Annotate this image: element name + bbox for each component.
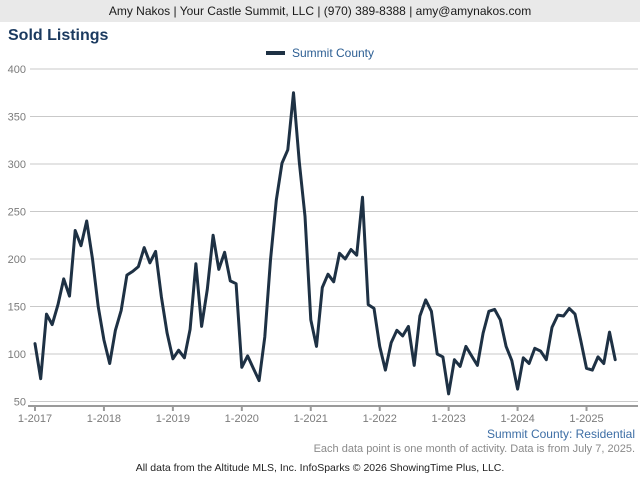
attribution-note: All data from the Altitude MLS, Inc. Inf…: [135, 462, 505, 474]
x-axis-label: 1-2019: [156, 413, 190, 425]
x-axis-label: 1-2024: [500, 413, 534, 425]
x-axis-label: 1-2023: [432, 413, 466, 425]
x-axis-label: 1-2025: [569, 413, 603, 425]
x-axis-label: 1-2017: [18, 413, 52, 425]
x-axis-label: 1-2021: [294, 413, 328, 425]
series-description-note: Summit County: Residential: [486, 427, 635, 441]
y-axis-label: 150: [8, 302, 26, 314]
x-axis-label: 1-2018: [87, 413, 121, 425]
x-axis-label: 1-2020: [225, 413, 259, 425]
summit-county-series-line: [33, 91, 617, 396]
y-axis-label: 200: [8, 254, 26, 266]
legend-line-swatch: [265, 51, 285, 55]
y-axis-label: 250: [8, 207, 26, 219]
y-axis-label: 300: [8, 159, 26, 171]
agent-contact-bar: Amy Nakos | Your Castle Summit, LLC | (9…: [0, 0, 640, 22]
y-axis-label: 50: [14, 397, 26, 409]
y-axis-label: 350: [8, 112, 26, 124]
y-axis-label: 400: [8, 64, 26, 76]
legend-label: Summit County: [291, 46, 375, 60]
agent-contact-text: Amy Nakos | Your Castle Summit, LLC | (9…: [108, 4, 532, 18]
data-freshness-note: Each data point is one month of activity…: [313, 443, 635, 455]
y-axis-label: 100: [8, 349, 26, 361]
page-title: Sold Listings: [8, 27, 109, 44]
x-axis-label: 1-2022: [363, 413, 397, 425]
chart-legend: Summit County: [0, 46, 640, 60]
